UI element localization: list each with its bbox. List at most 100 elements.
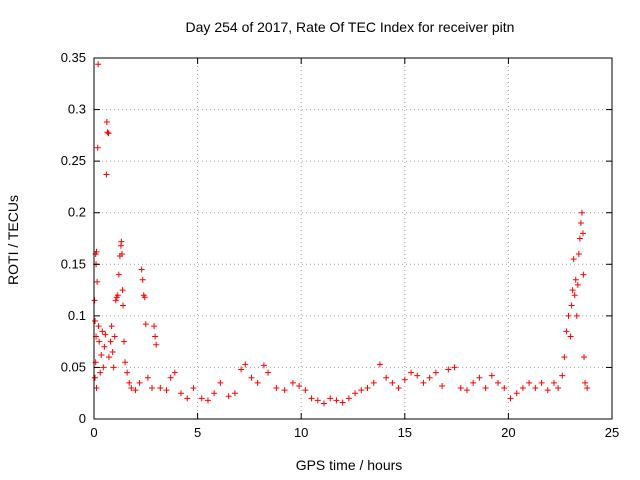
data-point: [211, 390, 218, 397]
data-point: [289, 379, 296, 386]
data-point: [579, 230, 586, 237]
data-point: [565, 312, 572, 319]
data-point: [333, 397, 340, 404]
y-tick-label: 0.15: [61, 256, 86, 271]
grid-lines: [94, 58, 612, 419]
data-point: [383, 374, 390, 381]
data-point: [96, 338, 103, 345]
data-point: [157, 385, 164, 392]
data-point: [153, 341, 160, 348]
data-point: [115, 271, 122, 278]
data-point: [439, 382, 446, 389]
data-point: [519, 385, 526, 392]
data-point: [238, 366, 245, 373]
data-point: [152, 333, 159, 340]
data-point: [109, 348, 116, 355]
data-point: [273, 385, 280, 392]
data-point: [119, 287, 126, 294]
x-axis-label: GPS time / hours: [296, 457, 403, 473]
data-point: [495, 379, 502, 386]
data-point: [254, 379, 261, 386]
data-point: [265, 369, 272, 376]
data-point: [198, 395, 205, 402]
data-point: [95, 61, 102, 68]
data-point: [314, 397, 321, 404]
data-point: [584, 385, 591, 392]
y-tick-label: 0: [79, 411, 86, 426]
data-point: [296, 382, 303, 389]
data-point: [114, 292, 121, 299]
data-point: [118, 250, 125, 257]
data-point: [110, 364, 117, 371]
data-point: [163, 387, 170, 394]
data-point: [111, 333, 118, 340]
plot-frame: [93, 57, 613, 420]
data-point: [578, 209, 585, 216]
data-point: [242, 361, 249, 368]
data-point: [138, 266, 145, 273]
data-point: [370, 379, 377, 386]
data-point: [167, 374, 174, 381]
data-point: [327, 395, 334, 402]
data-point: [482, 385, 489, 392]
data-point: [507, 395, 514, 402]
x-tick-label: 0: [90, 425, 97, 440]
data-point: [92, 374, 99, 381]
data-point: [94, 144, 101, 151]
y-tick-label: 0.3: [68, 102, 86, 117]
data-point: [408, 369, 415, 376]
data-point: [302, 387, 309, 394]
data-point: [248, 374, 255, 381]
data-point: [91, 297, 98, 304]
data-point: [171, 369, 178, 376]
data-point: [103, 171, 110, 178]
data-point: [112, 297, 119, 304]
data-point: [122, 359, 129, 366]
data-point: [395, 385, 402, 392]
data-point: [190, 385, 197, 392]
x-tick-label: 10: [294, 425, 308, 440]
data-point: [513, 390, 520, 397]
data-point: [563, 328, 570, 335]
data-point: [571, 292, 578, 299]
chart-title: Day 254 of 2017, Rate Of TEC Index for r…: [186, 19, 515, 35]
data-point: [426, 374, 433, 381]
data-point: [574, 281, 581, 288]
data-point: [231, 390, 238, 397]
data-point: [217, 379, 224, 386]
data-point: [184, 395, 191, 402]
data-point: [345, 395, 352, 402]
data-point: [132, 387, 139, 394]
data-point: [105, 354, 112, 361]
data-point: [358, 387, 365, 394]
data-point: [573, 312, 580, 319]
data-point: [178, 390, 185, 397]
x-tick-label: 15: [398, 425, 412, 440]
data-point: [144, 374, 151, 381]
data-point: [108, 323, 115, 330]
data-point: [550, 379, 557, 386]
data-point: [575, 250, 582, 257]
data-point: [544, 387, 551, 394]
data-point: [102, 331, 109, 338]
data-point: [151, 323, 158, 330]
data-point: [526, 379, 533, 386]
axis-ticks: 0 5 10 15 20 25 0 0.05 0.1 0.15 0.2 0.25 0.3 0.35: [61, 50, 620, 440]
data-point: [376, 361, 383, 368]
data-point: [95, 323, 102, 330]
data-point: [581, 354, 588, 361]
data-point: [488, 372, 495, 379]
data-point: [457, 385, 464, 392]
data-point: [320, 400, 327, 407]
data-point: [141, 294, 148, 301]
data-point: [470, 379, 477, 386]
data-point: [420, 379, 427, 386]
data-point: [538, 379, 545, 386]
data-point: [98, 352, 105, 359]
data-point: [364, 385, 371, 392]
data-point: [432, 369, 439, 376]
data-point: [401, 376, 408, 383]
data-point: [445, 366, 452, 373]
